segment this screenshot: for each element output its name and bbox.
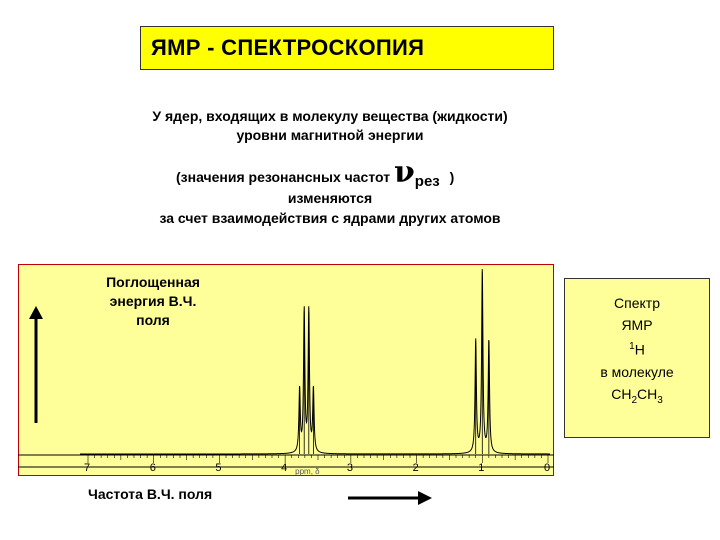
x-unit-label: ppm, δ [295,467,320,476]
legend-box: Спектр ЯМР 1H в молекуле CH2CH3 [564,278,710,438]
x-tick-label: 5 [215,462,221,474]
x-tick-label: 0 [544,462,550,474]
legend-line-1: Спектр [614,295,660,311]
y-caption-line-1: Поглощенная [106,274,200,290]
formula-sub-b: 3 [657,394,663,406]
formula-sub-a: 2 [631,394,637,406]
description-line-3: (значения резонансных частот νрез ) [176,155,454,190]
tick-labels: 7 6 5 4 3 2 1 0 [84,462,550,474]
spectrum-trace [80,269,550,455]
description-line-3-suffix: ) [449,169,455,185]
description-line-3-prefix: (значения резонансных частот [176,169,391,185]
y-caption-line-3: поля [136,312,170,328]
legend-formula: CH2CH3 [565,383,709,412]
x-tick-label: 6 [150,462,156,474]
ppm-ruler [18,454,554,468]
nucleus-symbol: H [634,341,645,358]
nu-symbol: ν [393,155,415,190]
description-line-4: изменяются [287,190,373,206]
x-tick-label: 4 [281,462,287,474]
x-axis-caption: Частота В.Ч. поля [88,486,213,502]
legend-line-3: 1H [565,336,709,361]
spectrum-line [80,269,550,455]
title-box: ЯМР - СПЕКТРОСКОПИЯ [140,26,554,70]
nmr-spectrum-chart: 7 6 5 4 3 2 1 0 ppm, δ [18,264,554,476]
x-tick-label: 2 [413,462,419,474]
description-line-1: У ядер, входящих в молекулу вещества (жи… [152,108,508,124]
description-line-5: за счет взаимодействия с ядрами других а… [159,210,501,226]
x-tick-label: 3 [347,462,353,474]
y-axis-caption: Поглощенная энергия В.Ч. поля [78,273,228,330]
nu-subscript: рез [414,173,440,190]
chart-background [18,264,554,476]
x-tick-label: 1 [478,462,484,474]
y-caption-line-2: энергия В.Ч. [109,293,197,309]
page-title: ЯМР - СПЕКТРОСКОПИЯ [151,35,425,60]
right-arrow-icon [348,491,432,505]
legend-line-4: в молекуле [600,363,674,380]
formula-part-b: CH [637,385,658,402]
description-line-2: уровни магнитной энергии [236,127,424,143]
formula-part-a: CH [611,385,632,402]
legend-line-2: ЯМР [621,317,653,333]
up-arrow-icon [29,306,43,423]
x-tick-label: 7 [84,462,90,474]
nucleus-mass: 1 [629,341,635,352]
